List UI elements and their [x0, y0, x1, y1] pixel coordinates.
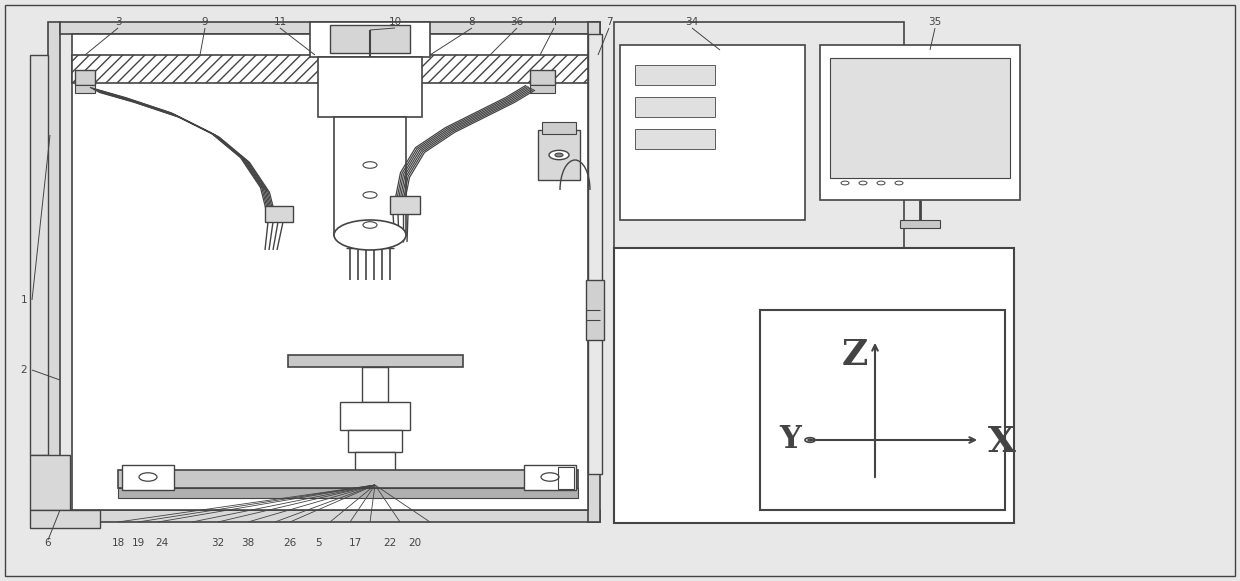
Text: 20: 20 — [408, 538, 422, 548]
Bar — [60, 22, 600, 34]
Bar — [391, 196, 420, 214]
Bar — [360, 472, 391, 490]
Circle shape — [808, 439, 812, 441]
Bar — [30, 455, 69, 510]
Bar — [340, 402, 410, 430]
Text: 38: 38 — [242, 538, 254, 548]
Bar — [330, 25, 410, 53]
Text: 9: 9 — [202, 17, 208, 27]
Text: 19: 19 — [131, 538, 145, 548]
Text: 17: 17 — [348, 538, 362, 548]
Text: 6: 6 — [45, 538, 51, 548]
Text: 10: 10 — [388, 17, 402, 27]
Bar — [525, 465, 577, 490]
Text: Z: Z — [842, 338, 868, 372]
Text: 8: 8 — [469, 17, 475, 27]
Bar — [529, 85, 556, 93]
Text: 34: 34 — [686, 17, 698, 27]
Bar — [310, 22, 430, 57]
Text: 5: 5 — [315, 538, 321, 548]
Text: 32: 32 — [211, 538, 224, 548]
Bar — [317, 57, 422, 117]
Text: 35: 35 — [929, 17, 941, 27]
Text: 4: 4 — [551, 17, 557, 27]
Bar — [760, 310, 1004, 510]
Text: 26: 26 — [284, 538, 296, 548]
Bar — [558, 467, 574, 489]
Bar — [118, 488, 578, 498]
Bar — [72, 34, 588, 510]
Bar — [620, 45, 805, 220]
Bar — [30, 55, 48, 455]
Text: Y: Y — [779, 425, 801, 456]
Bar — [355, 452, 396, 472]
Text: X: X — [988, 425, 1016, 459]
Text: 11: 11 — [273, 17, 286, 27]
Bar — [588, 22, 600, 522]
Circle shape — [556, 153, 563, 157]
Bar — [118, 470, 578, 488]
Text: 24: 24 — [155, 538, 169, 548]
Bar — [635, 129, 715, 149]
Bar — [635, 97, 715, 117]
Bar — [74, 85, 95, 93]
Bar — [265, 206, 293, 222]
Bar — [614, 22, 904, 522]
Bar — [60, 510, 600, 522]
Bar — [362, 367, 388, 402]
Bar — [122, 465, 174, 490]
Bar — [820, 45, 1021, 200]
Bar — [74, 70, 95, 85]
Bar — [48, 22, 60, 522]
Bar — [348, 430, 402, 452]
Text: 36: 36 — [511, 17, 523, 27]
Text: 7: 7 — [605, 17, 613, 27]
Bar — [72, 55, 588, 83]
Bar — [588, 34, 601, 474]
Text: 2: 2 — [20, 365, 27, 375]
Bar — [30, 510, 100, 528]
Bar — [542, 122, 577, 134]
Bar — [635, 65, 715, 85]
Bar — [830, 58, 1011, 178]
Text: 22: 22 — [383, 538, 397, 548]
Bar — [587, 280, 604, 340]
Text: 3: 3 — [114, 17, 122, 27]
Bar — [900, 220, 940, 228]
Bar — [614, 248, 1014, 523]
Bar — [288, 355, 463, 367]
Bar — [529, 70, 556, 85]
Ellipse shape — [334, 220, 405, 250]
Text: 1: 1 — [20, 295, 27, 305]
Text: 18: 18 — [112, 538, 125, 548]
Circle shape — [549, 150, 569, 160]
Bar — [538, 130, 580, 180]
Bar — [334, 117, 405, 235]
